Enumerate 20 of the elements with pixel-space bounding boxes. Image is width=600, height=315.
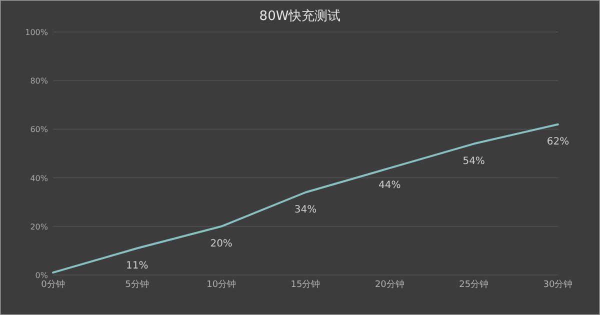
data-label: 62%	[546, 136, 570, 148]
y-tick-label: 100%	[25, 28, 48, 37]
x-tick-label: 25分钟	[459, 279, 489, 290]
x-tick-label: 20分钟	[374, 279, 404, 290]
x-tick-label: 0分钟	[41, 279, 65, 290]
y-tick-label: 80%	[30, 76, 48, 86]
x-tick-label: 15分钟	[290, 279, 320, 290]
data-label: 34%	[294, 204, 317, 216]
title: 80W快充测试	[259, 9, 341, 24]
data-label: 44%	[378, 180, 401, 192]
data-label: 54%	[462, 156, 485, 167]
y-tick-label: 0%	[35, 271, 48, 280]
data-label: 11%	[126, 260, 148, 272]
x-tick-label: 30分钟	[543, 279, 573, 290]
data-label: 20%	[210, 238, 232, 250]
y-tick-label: 60%	[30, 125, 48, 134]
y-tick-label: 20%	[30, 222, 48, 232]
x-tick-label: 10分钟	[206, 279, 236, 290]
x-tick-label: 5分钟	[125, 279, 150, 290]
y-tick-label: 40%	[30, 174, 48, 183]
